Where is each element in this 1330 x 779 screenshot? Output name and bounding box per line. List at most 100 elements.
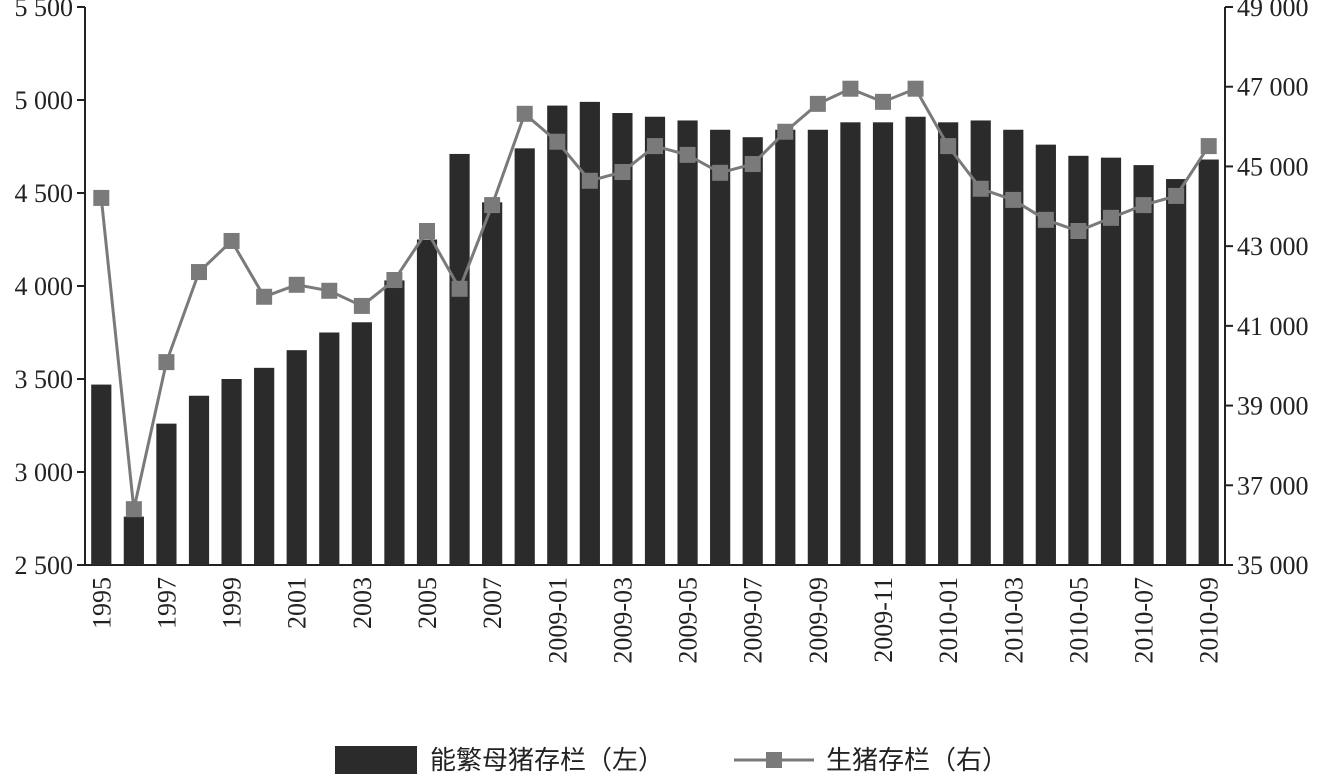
bar: [677, 120, 698, 566]
y2-tick-label: 39 000: [1237, 392, 1309, 421]
bar: [156, 423, 177, 565]
x-tick-label: 2003: [348, 577, 377, 629]
bar: [547, 105, 568, 565]
legend-swatch: [335, 746, 417, 774]
marker: [647, 138, 663, 155]
y-tick-label: 4 000: [15, 272, 74, 301]
marker: [353, 297, 370, 314]
x-tick-label: 1999: [218, 577, 247, 629]
marker: [223, 232, 240, 249]
x-tick-label: 2010-01: [934, 577, 963, 664]
x-tick-label: 2009-01: [543, 577, 572, 664]
marker: [1200, 138, 1217, 155]
y-tick-label: 2 500: [15, 551, 74, 580]
bar: [905, 116, 926, 566]
marker: [158, 354, 175, 371]
bar: [579, 101, 600, 566]
bar: [938, 122, 959, 565]
bar: [416, 239, 438, 565]
marker: [907, 80, 924, 97]
bar: [351, 322, 372, 565]
x-tick-label: 2009-11: [869, 577, 898, 663]
bar: [449, 153, 470, 565]
x-tick-label: 2007: [478, 577, 507, 629]
marker: [484, 197, 501, 214]
bar: [1100, 157, 1122, 565]
x-tick-label: 2001: [283, 577, 312, 629]
marker: [679, 146, 696, 163]
x-tick-label: 2010-09: [1195, 577, 1224, 664]
marker: [744, 156, 761, 173]
y-tick-label: 5 500: [15, 0, 74, 22]
bar: [644, 116, 666, 566]
marker: [972, 180, 989, 197]
marker: [419, 222, 435, 239]
x-tick-label: 2010-07: [1130, 577, 1159, 664]
x-tick-label: 2009-09: [804, 577, 833, 664]
marker: [1070, 222, 1087, 239]
y2-tick-label: 49 000: [1237, 0, 1309, 22]
y2-tick-label: 43 000: [1237, 232, 1309, 261]
y2-tick-label: 37 000: [1237, 471, 1309, 500]
x-tick-label: 2009-05: [674, 577, 703, 664]
bar: [123, 516, 144, 565]
marker: [581, 172, 598, 189]
x-tick-label: 2009-07: [739, 577, 768, 664]
bar: [970, 120, 991, 566]
bar: [872, 122, 894, 565]
x-tick-label: 1997: [152, 577, 181, 629]
marker: [516, 105, 533, 122]
marker: [549, 133, 566, 150]
bar: [775, 129, 796, 565]
bar: [91, 384, 112, 565]
bar: [319, 332, 340, 565]
bar: [807, 129, 828, 565]
y-tick-label: 4 500: [15, 179, 74, 208]
legend-swatch: [766, 752, 783, 768]
marker: [875, 93, 891, 110]
bar: [482, 202, 503, 566]
bar: [1035, 144, 1056, 565]
bar: [710, 129, 731, 565]
y-tick-label: 5 000: [15, 86, 74, 115]
marker: [451, 280, 468, 297]
marker: [1037, 211, 1054, 228]
y2-tick-label: 47 000: [1237, 73, 1309, 102]
bar: [286, 350, 307, 565]
y-tick-label: 3 000: [15, 458, 74, 487]
bar: [221, 379, 242, 565]
y2-tick-label: 41 000: [1237, 312, 1309, 341]
x-tick-label: 1995: [87, 577, 116, 629]
marker: [1103, 209, 1119, 226]
marker: [256, 288, 273, 305]
y2-tick-label: 45 000: [1237, 152, 1309, 181]
bar: [514, 148, 535, 566]
marker: [93, 189, 110, 206]
legend-label: 能繁母猪存栏（左）: [430, 746, 664, 774]
marker: [321, 282, 338, 299]
marker: [1135, 197, 1152, 214]
marker: [777, 123, 794, 140]
legend-label: 生猪存栏（右）: [826, 746, 1008, 774]
x-tick-label: 2010-03: [999, 577, 1028, 664]
x-tick-label: 2005: [413, 577, 442, 629]
bar: [384, 280, 405, 565]
marker: [842, 80, 859, 97]
marker: [712, 164, 729, 181]
bar: [1166, 179, 1187, 566]
marker: [614, 164, 631, 181]
marker: [940, 138, 957, 155]
bar: [1198, 159, 1219, 565]
bar: [742, 137, 763, 565]
bar: [1003, 129, 1024, 565]
marker: [125, 501, 142, 518]
marker: [386, 272, 403, 289]
bar: [254, 367, 275, 565]
marker: [288, 276, 305, 293]
bar: [188, 395, 210, 565]
x-tick-label: 2010-05: [1064, 577, 1093, 664]
bar: [1133, 165, 1154, 565]
y-tick-label: 3 500: [15, 365, 74, 394]
bar: [840, 122, 861, 565]
